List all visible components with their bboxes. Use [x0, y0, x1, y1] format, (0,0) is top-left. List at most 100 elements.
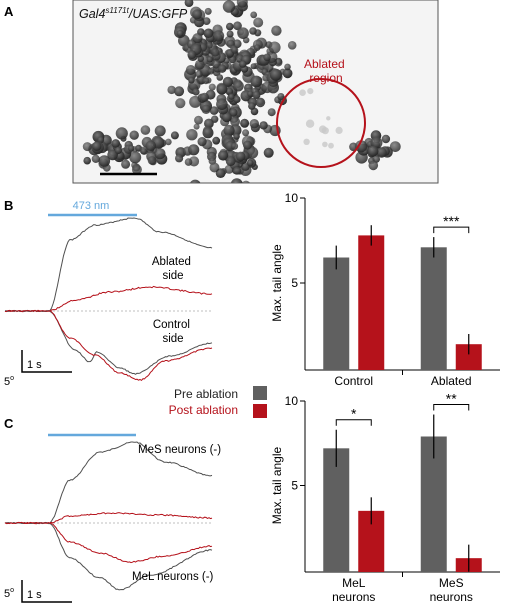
ablated-region-label-line1: Ablated	[304, 57, 345, 71]
ablated-region-circle	[276, 78, 366, 168]
neuron-cell	[253, 44, 261, 51]
neuron-cell	[145, 140, 156, 151]
scalebar-b-lines	[21, 350, 72, 373]
scalebar-b-degree: 5o	[4, 375, 14, 388]
neuron-cell	[202, 17, 211, 25]
scalebar-c-degree-value: 5	[4, 588, 10, 600]
neuron-cell	[185, 65, 196, 75]
neuron-cell	[271, 25, 282, 36]
neuron-cell	[192, 9, 203, 20]
neuron-cell	[263, 147, 274, 158]
significance-label-c: *	[351, 406, 357, 422]
panel-letter-a: A	[4, 4, 14, 19]
faint-cell	[319, 125, 327, 133]
neuron-cell	[175, 98, 186, 109]
y-tick-label-c: 5	[291, 479, 298, 493]
neuron-cell	[189, 179, 201, 183]
neuron-cell	[129, 151, 142, 164]
ablated-side-label: Ablated side	[152, 256, 194, 282]
legend-post-swatch	[253, 404, 267, 418]
neuron-cell	[233, 133, 240, 140]
neuron-cell	[194, 115, 203, 125]
bar-c	[420, 436, 447, 572]
neuron-cell	[253, 17, 264, 28]
neuron-cell	[175, 154, 184, 163]
neuron-cell	[188, 144, 200, 156]
bar-b	[358, 235, 385, 370]
faint-cell	[307, 88, 314, 95]
neuron-cell	[255, 97, 266, 108]
neuron-cell	[232, 80, 244, 92]
neuron-cell	[230, 142, 239, 150]
neuron-cell	[154, 148, 166, 160]
neuron-cell	[212, 136, 221, 145]
control-side-label-line2: side	[162, 333, 183, 345]
neuron-cell	[228, 93, 235, 100]
y-axis-label-c: Max. tail angle	[270, 446, 284, 524]
scalebar-c-lines	[21, 580, 72, 603]
neuron-cell	[226, 22, 234, 31]
neuron-cell	[202, 127, 214, 139]
neuron-cell	[186, 129, 198, 141]
genotype-base: Gal4	[79, 7, 105, 21]
neuron-cell	[216, 83, 228, 95]
neuron-cell	[195, 70, 203, 78]
neuron-cell	[222, 76, 233, 87]
neuron-cell	[147, 156, 157, 165]
trace-c-pre-down	[4, 521, 213, 591]
neuron-cell	[370, 136, 383, 149]
neuron-cell	[381, 134, 391, 144]
neuron-cell	[140, 125, 151, 135]
neuron-cell	[376, 147, 387, 158]
legend: Pre ablation Post ablation	[169, 386, 267, 418]
neuron-cell	[242, 129, 250, 137]
neuron-cell	[252, 91, 261, 99]
neuron-cell	[98, 155, 111, 167]
neuron-cell	[212, 30, 225, 42]
neuron-cell	[225, 87, 234, 96]
neuron-cell	[225, 156, 236, 167]
neuron-cell	[129, 130, 139, 140]
x-tick-label-c: MeL neurons	[332, 576, 375, 604]
significance-label-b: ***	[443, 213, 460, 229]
x-tick-label-c: MeS neurons	[430, 576, 473, 604]
mel-neurons-label: MeL neurons (-)	[132, 571, 214, 583]
neuron-cell	[247, 159, 254, 167]
scalebar-b: 5o 1 s	[4, 350, 72, 388]
ablated-side-label-line2: side	[162, 270, 183, 282]
neuron-cell	[218, 195, 226, 203]
scalebar-b-time: 1 s	[27, 359, 42, 371]
neuron-cell	[188, 77, 195, 84]
neuron-cell	[268, 41, 281, 54]
neuron-cell	[367, 145, 379, 157]
x-tick-label-b: Ablated	[431, 374, 472, 388]
neuron-cell	[277, 93, 285, 101]
neuron-cell	[243, 140, 252, 150]
scalebar-b-degree-unit: o	[10, 375, 14, 382]
neuron-cell	[233, 95, 241, 104]
neuron-cell	[229, 108, 238, 117]
neuron-cell	[140, 148, 147, 155]
neuron-cell	[249, 27, 257, 35]
neuron-cell	[192, 88, 200, 96]
bar-b	[420, 247, 447, 370]
x-tick-label-b: Control	[334, 374, 373, 388]
neuron-cell	[218, 150, 229, 161]
neuron-cell	[206, 56, 213, 63]
neuron-cell	[249, 119, 259, 129]
faint-cell	[335, 126, 343, 134]
scalebar-c: 5o 1 s	[4, 580, 72, 603]
trace-c-post-down	[4, 521, 213, 564]
y-tick-label-b: 10	[285, 191, 299, 205]
scalebar-b-degree-value: 5	[4, 376, 10, 388]
neuron-cell	[165, 138, 172, 146]
neuron-cell	[202, 77, 210, 85]
genotype-label: Gal4s1171t/UAS:GFP	[79, 6, 188, 21]
bar-b	[323, 257, 350, 370]
neuron-cell	[200, 92, 209, 102]
scalebar-c-time: 1 s	[27, 589, 42, 601]
neuron-cell	[83, 156, 91, 165]
neuron-cell	[128, 145, 135, 152]
light-stimulus-label: 473 nm	[73, 200, 110, 212]
ablated-region-label: Ablated region	[304, 57, 348, 85]
